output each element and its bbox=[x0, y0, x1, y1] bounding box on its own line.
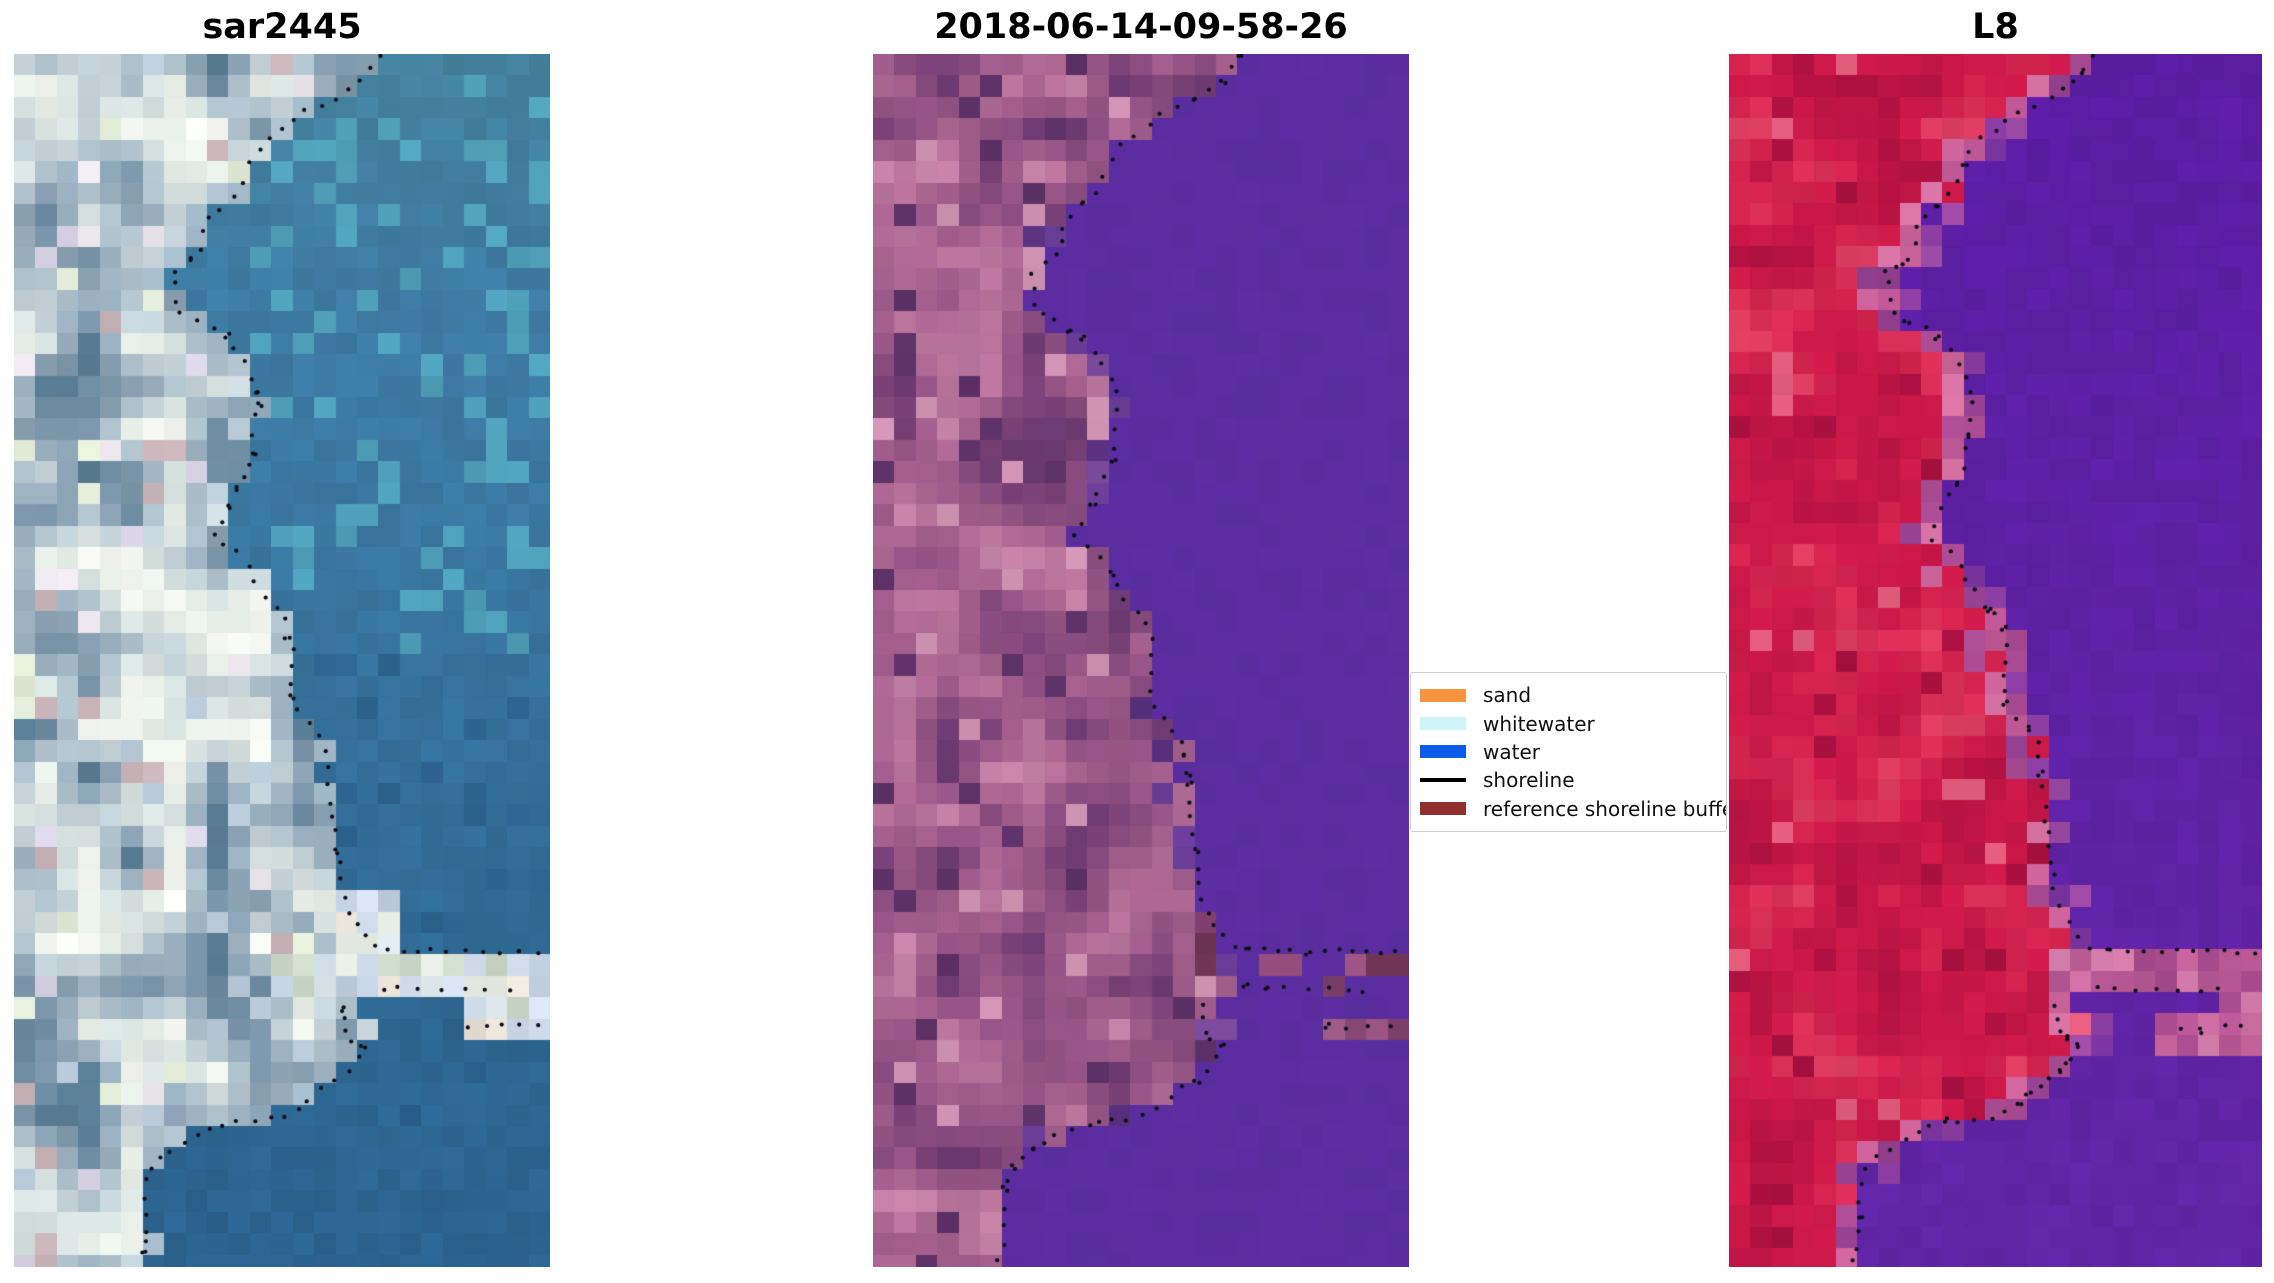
panel-title-date: 2018-06-14-09-58-26 bbox=[934, 7, 1348, 47]
legend-label: water bbox=[1483, 739, 1540, 764]
water-swatch bbox=[1420, 745, 1466, 759]
legend-item-whitewater: whitewater bbox=[1420, 714, 1726, 734]
legend-item-water: water bbox=[1420, 742, 1726, 762]
panel-title-sar2445: sar2445 bbox=[202, 7, 362, 47]
panel-image-sar2445 bbox=[14, 54, 550, 1267]
legend-item-shoreline: shoreline bbox=[1420, 770, 1726, 790]
panel-image-classified bbox=[873, 54, 1409, 1267]
panel-title-l8: L8 bbox=[1972, 7, 2019, 47]
panel-image-l8 bbox=[1729, 54, 2262, 1267]
legend-item-reference-buffer: reference shoreline buffer bbox=[1420, 799, 1726, 819]
legend-item-sand: sand bbox=[1420, 685, 1726, 705]
legend-label: sand bbox=[1483, 683, 1532, 708]
legend: sand whitewater water shoreline referenc… bbox=[1410, 672, 1727, 832]
legend-label: reference shoreline buffer bbox=[1483, 796, 1727, 821]
sand-swatch bbox=[1420, 688, 1466, 702]
whitewater-swatch bbox=[1420, 717, 1466, 731]
reference-buffer-swatch bbox=[1420, 802, 1466, 816]
legend-label: whitewater bbox=[1483, 711, 1595, 736]
legend-label: shoreline bbox=[1483, 768, 1575, 793]
shoreline-line-swatch bbox=[1420, 778, 1466, 783]
